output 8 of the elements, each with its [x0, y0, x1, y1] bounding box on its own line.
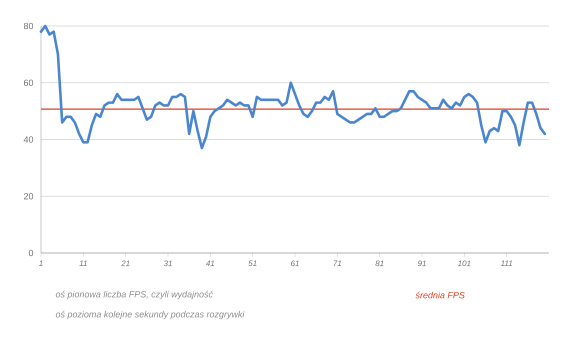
text: oś pionowa liczba FPS, czyli wydajność — [56, 290, 213, 300]
y-tick-label: 40 — [24, 136, 34, 143]
y-tick-label: 20 — [24, 193, 34, 200]
text: oś pozioma kolejne sekundy podczas rozgrywki — [56, 310, 245, 320]
y-tick-label: 0 — [28, 250, 34, 256]
y-tick-label: 80 — [24, 22, 34, 30]
ref-line-label: średnia FPS — [416, 292, 465, 298]
y-tick-label: 60 — [24, 80, 34, 86]
